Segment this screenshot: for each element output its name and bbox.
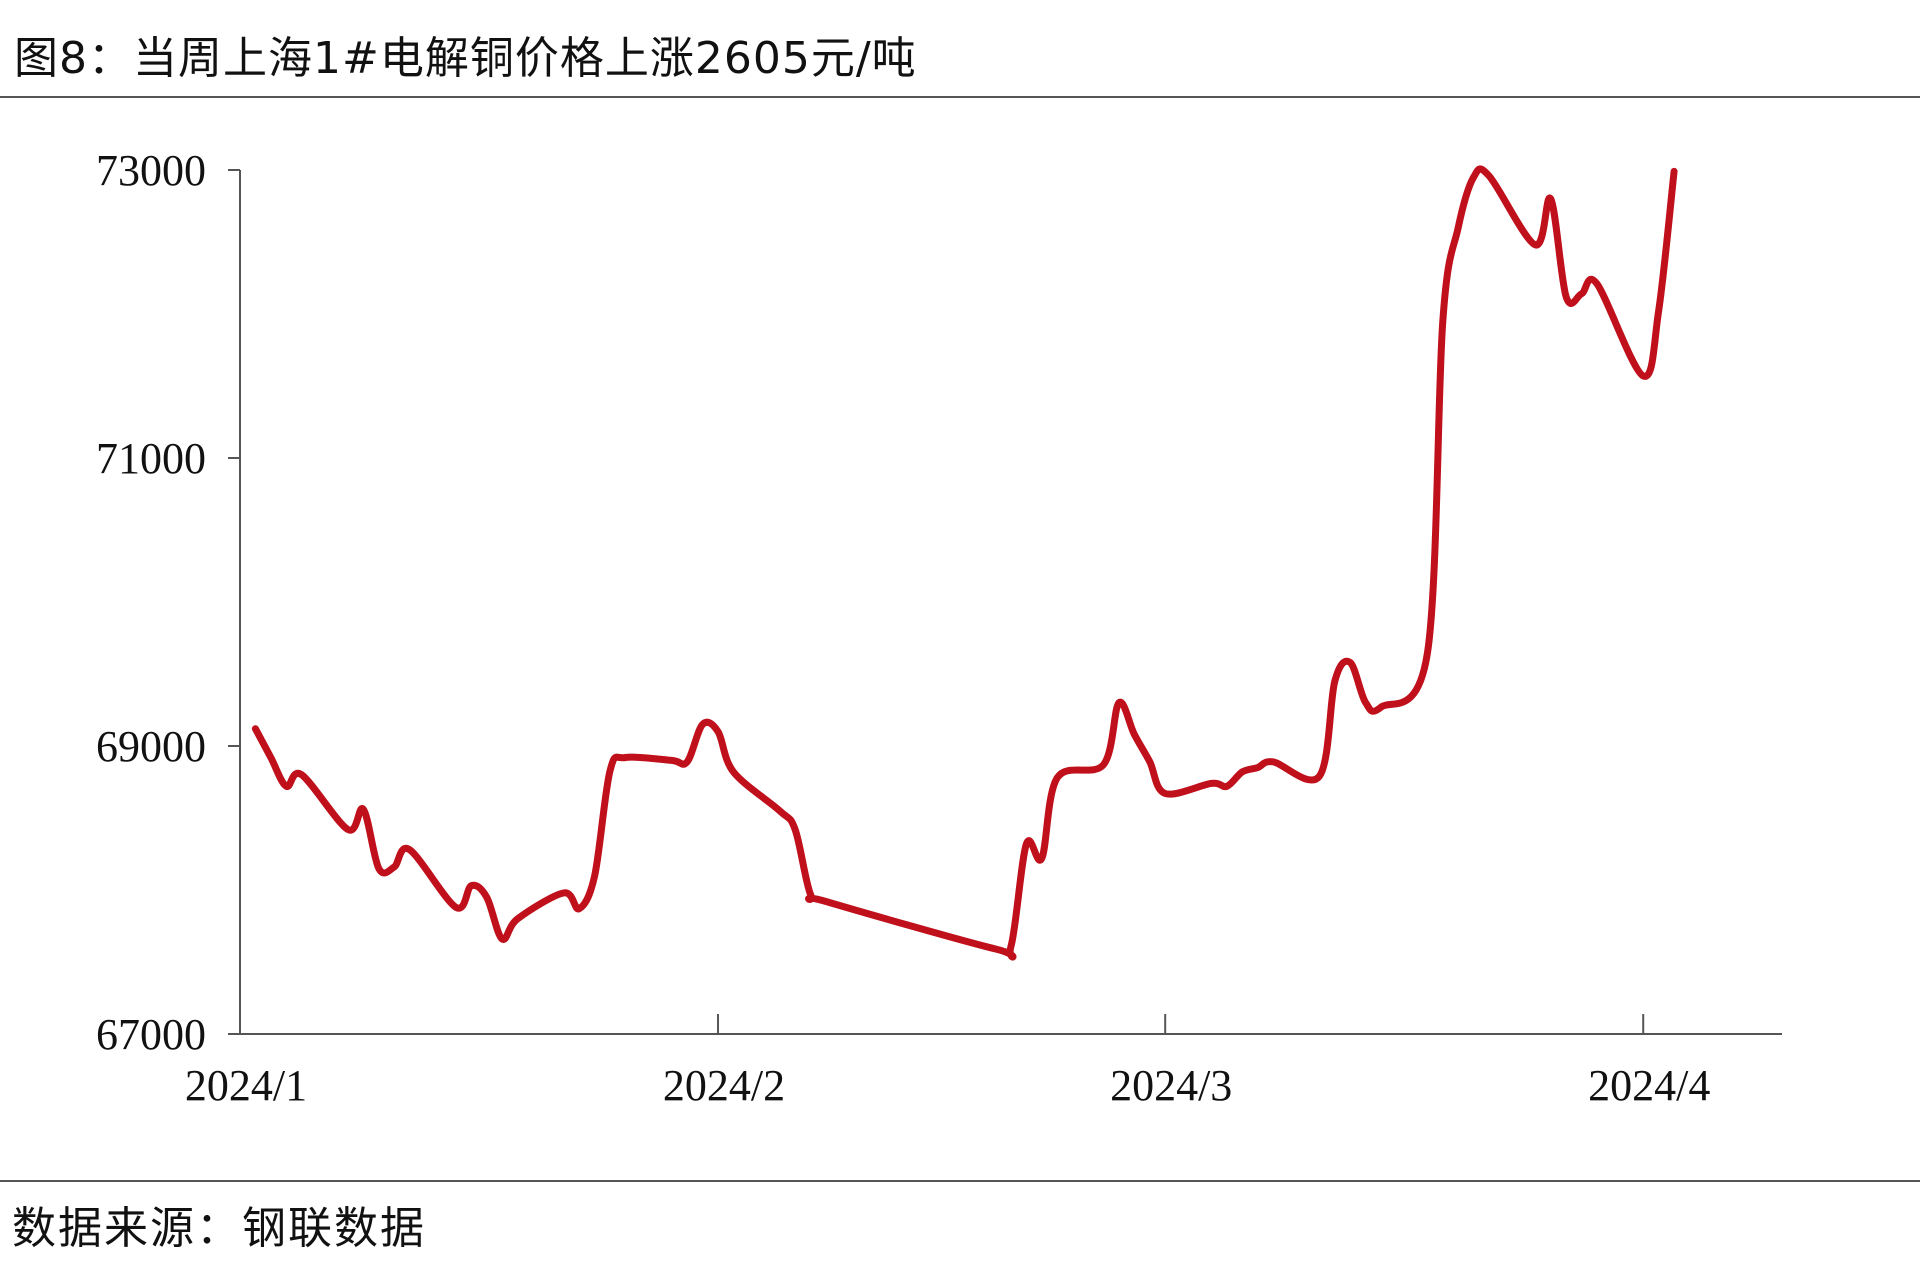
- price-series-line: [251, 165, 1678, 961]
- y-tick-label: 67000: [96, 1010, 206, 1059]
- title-divider: [0, 96, 1920, 98]
- x-tick-label: 2024/4: [1588, 1061, 1710, 1110]
- tick-labels: 67000 69000 71000 73000 2024/1 2024/2 2024/3 20…: [96, 146, 1710, 1110]
- axes: [228, 169, 1782, 1035]
- y-tick-label: 69000: [96, 722, 206, 771]
- x-tick-label: 2024/3: [1110, 1061, 1232, 1110]
- x-tick-label: 2024/1: [185, 1061, 307, 1110]
- y-tick-label: 71000: [96, 434, 206, 483]
- y-tick-label: 73000: [96, 146, 206, 195]
- source-divider: [0, 1180, 1920, 1182]
- data-source: 数据来源：钢联数据: [12, 1203, 426, 1254]
- copper-price-line-chart: 67000 69000 71000 73000 2024/1 2024/2 2024/3 20…: [96, 146, 1782, 1110]
- series: [251, 165, 1678, 961]
- chart-title: 图8：当周上海1#电解铜价格上涨2605元/吨: [14, 33, 917, 84]
- x-tick-label: 2024/2: [663, 1061, 785, 1110]
